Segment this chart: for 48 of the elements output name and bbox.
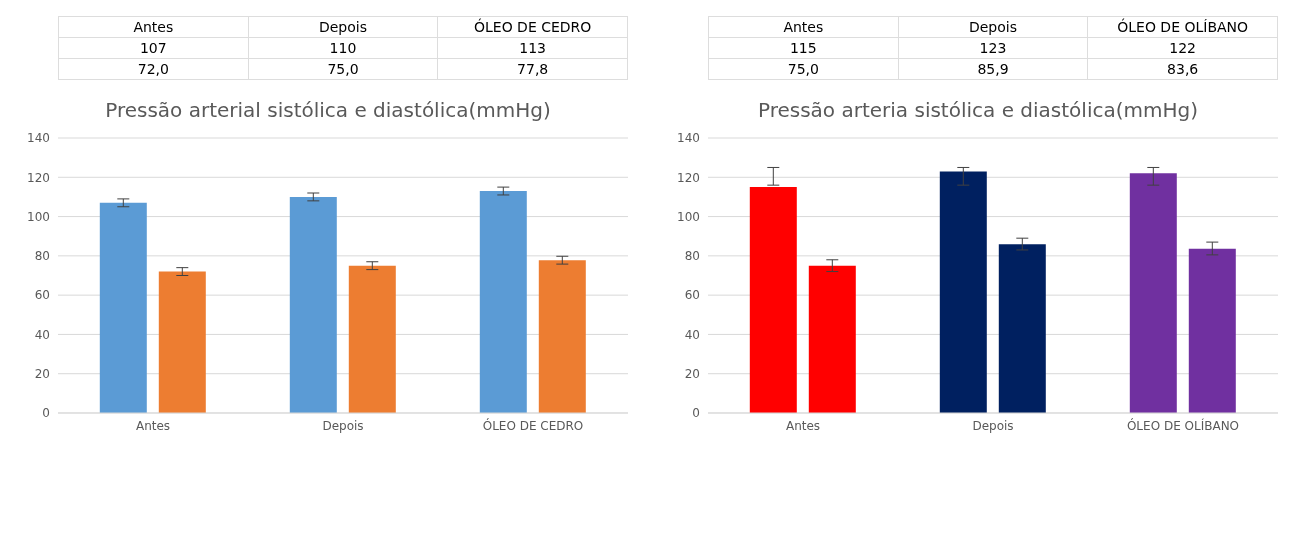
y-tick-label: 100 [677,209,700,224]
chart-title: Pressão arteria sistólica e diastólica(mmHg) [756,98,1199,122]
category-label: ÓLEO DE CEDRO [473,19,592,35]
bar [158,271,206,413]
y-tick-label: 120 [677,170,700,185]
y-tick-label: 60 [684,288,700,303]
category-label: Antes [133,19,174,35]
data-label: 107 [58,37,249,59]
y-tick-label: 0 [692,406,700,421]
x-tick-label: ÓLEO DE OLÍBANO [1126,417,1240,433]
data-label: 122 [1087,37,1278,59]
y-tick-label: 40 [684,327,700,342]
data-label: 75,0 [708,58,899,80]
x-tick-label: Depois [972,418,1014,433]
x-tick-label: Depois [322,418,364,433]
bar [348,265,396,413]
y-tick-label: 80 [34,249,50,264]
x-tick-label: Antes [785,418,821,433]
data-label: 77,8 [437,58,628,80]
category-label: ÓLEO DE OLÍBANO [1117,19,1249,35]
data-label: 115 [708,37,899,59]
data-label: 75,0 [248,58,438,80]
data-label: 83,6 [1087,58,1278,80]
y-tick-label: 80 [684,249,700,264]
y-tick-label: 60 [34,288,50,303]
data-label: 85,9 [898,58,1088,80]
x-tick-label: ÓLEO DE CEDRO [482,417,584,433]
y-tick-label: 0 [42,406,50,421]
y-tick-label: 140 [27,131,50,146]
data-label: 113 [437,37,628,59]
bar [99,202,147,413]
chart-title: Pressão arterial sistólica e diastólica(mmHg) [104,98,552,122]
x-tick-label: Antes [135,418,171,433]
bar [479,191,527,413]
y-tick-label: 20 [684,366,700,381]
data-label: 123 [898,37,1088,59]
y-tick-label: 140 [677,131,700,146]
y-tick-label: 100 [27,209,50,224]
bar [538,260,586,413]
data-label: 72,0 [58,58,249,80]
y-tick-label: 40 [34,327,50,342]
data-label: 110 [248,37,438,59]
category-label: Depois [968,19,1017,35]
y-tick-label: 20 [34,366,50,381]
y-tick-label: 120 [27,170,50,185]
bar [289,196,337,413]
category-label: Antes [783,19,824,35]
category-label: Depois [318,19,367,35]
